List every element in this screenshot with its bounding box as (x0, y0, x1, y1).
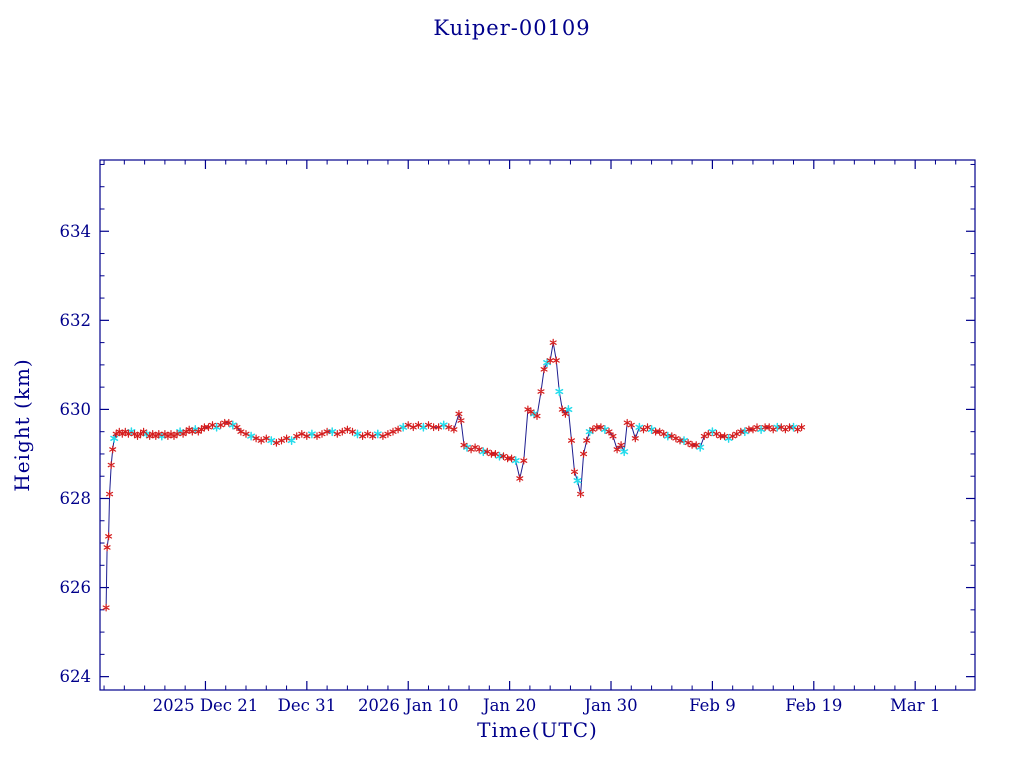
y-tick-label: 628 (60, 489, 92, 508)
x-axis-label: Time(UTC) (477, 718, 598, 742)
y-tick-label: 626 (60, 578, 92, 597)
y-tick-label: 624 (60, 667, 92, 686)
plot-border (99, 159, 976, 691)
x-tick-label: Feb 19 (785, 696, 842, 715)
x-tick-label: Feb 9 (689, 696, 736, 715)
cyan-asterisk-markers (110, 358, 798, 486)
x-tick-label: 2025 Dec 21 (153, 696, 259, 715)
x-tick-label: Mar 1 (890, 696, 940, 715)
x-tick-label: 2026 Jan 10 (358, 696, 459, 715)
x-tick-label: Jan 30 (582, 696, 637, 715)
x-tick-label: Jan 20 (481, 696, 536, 715)
y-tick-label: 630 (60, 400, 92, 419)
red-asterisk-markers (102, 338, 806, 612)
y-tick-label: 632 (60, 311, 92, 330)
chart-title: Kuiper-00109 (433, 16, 591, 40)
y-tick-label: 634 (60, 222, 92, 241)
data-line (105, 342, 802, 608)
x-tick-label: Dec 31 (278, 696, 336, 715)
